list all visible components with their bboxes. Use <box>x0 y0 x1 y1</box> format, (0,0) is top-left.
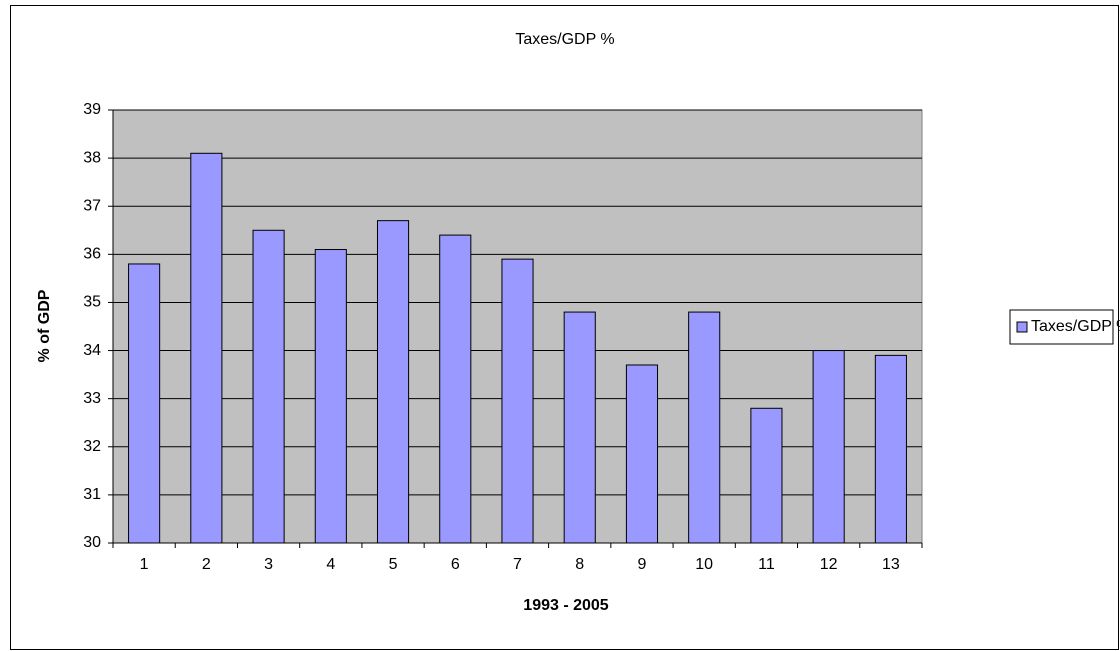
bar <box>750 407 783 544</box>
bar <box>688 311 721 544</box>
y-tick-label: 31 <box>83 486 101 503</box>
y-tick-label: 37 <box>83 197 101 214</box>
x-tick-label: 11 <box>758 556 775 573</box>
legend-swatch <box>1016 321 1028 333</box>
bar <box>501 258 534 544</box>
bar <box>252 229 285 544</box>
bar <box>128 263 161 544</box>
bar <box>874 354 907 544</box>
x-tick-label: 9 <box>638 556 647 573</box>
x-tick-label: 8 <box>575 556 584 573</box>
x-tick-label: 5 <box>389 556 398 573</box>
bar <box>563 311 596 544</box>
y-tick-label: 35 <box>83 294 101 311</box>
y-tick-label: 30 <box>83 534 101 551</box>
bar <box>190 152 223 544</box>
bar <box>314 249 347 544</box>
y-tick-label: 39 <box>83 101 101 118</box>
x-axis-label: 1993 - 2005 <box>523 597 609 614</box>
x-tick-label: 3 <box>264 556 273 573</box>
x-tick-label: 1 <box>140 556 149 573</box>
x-tick-label: 13 <box>882 556 900 573</box>
legend-label: Taxes/GDP % <box>1031 318 1120 335</box>
x-tick-label: 12 <box>820 556 838 573</box>
x-tick-label: 2 <box>202 556 211 573</box>
y-tick-label: 32 <box>83 438 101 455</box>
bar <box>625 364 659 544</box>
y-tick-label: 36 <box>83 246 101 263</box>
y-tick-label: 34 <box>83 342 101 359</box>
y-tick-label: 38 <box>83 149 101 166</box>
x-tick-label: 10 <box>695 556 713 573</box>
chart-title: Taxes/GDP % <box>515 31 614 48</box>
bar <box>376 220 410 544</box>
bar <box>439 234 472 544</box>
y-axis-label: % of GDP <box>36 289 53 362</box>
x-tick-label: 6 <box>451 556 460 573</box>
y-tick-label: 33 <box>83 390 101 407</box>
bar <box>812 350 845 544</box>
x-tick-label: 4 <box>326 556 335 573</box>
x-tick-label: 7 <box>513 556 522 573</box>
